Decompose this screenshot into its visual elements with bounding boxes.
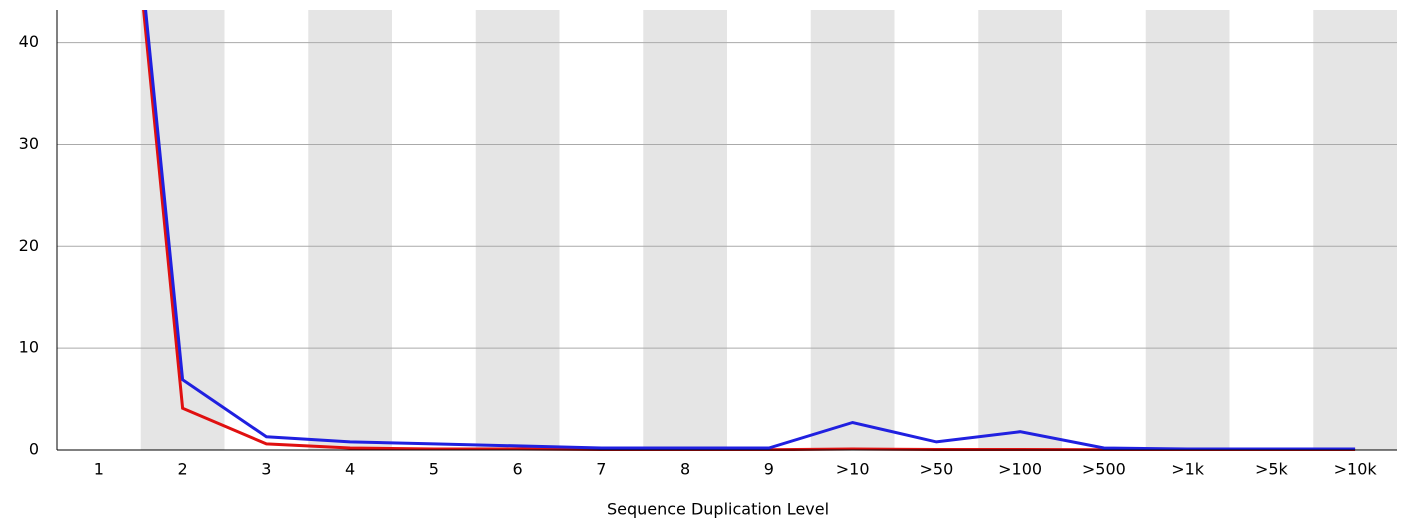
x-tick-label: 5 <box>429 460 439 479</box>
x-tick-label: >50 <box>919 460 953 479</box>
x-tick-label: 8 <box>680 460 690 479</box>
x-tick-label: >10 <box>836 460 870 479</box>
band <box>475 10 560 450</box>
x-tick-label: >5k <box>1255 460 1289 479</box>
y-tick-label: 40 <box>19 32 39 51</box>
series-line <box>144 10 1356 451</box>
x-tick-label: 7 <box>596 460 606 479</box>
x-tick-label: 9 <box>764 460 774 479</box>
x-tick-label: >500 <box>1082 460 1126 479</box>
x-tick-label: 2 <box>178 460 188 479</box>
x-tick-label: >10k <box>1334 460 1378 479</box>
band <box>810 10 895 450</box>
band <box>1313 10 1397 450</box>
x-tick-label: 1 <box>94 460 104 479</box>
band <box>1145 10 1230 450</box>
band <box>643 10 727 450</box>
x-tick-label: 4 <box>345 460 355 479</box>
y-tick-label: 10 <box>19 338 39 357</box>
band <box>978 10 1062 450</box>
band <box>308 10 392 450</box>
y-tick-label: 0 <box>29 440 39 459</box>
x-tick-label: 6 <box>513 460 523 479</box>
x-tick-label: 3 <box>261 460 271 479</box>
y-tick-label: 20 <box>19 236 39 255</box>
x-axis-label: Sequence Duplication Level <box>607 500 829 519</box>
x-tick-label: >1k <box>1171 460 1205 479</box>
y-tick-label: 30 <box>19 134 39 153</box>
x-tick-label: >100 <box>998 460 1042 479</box>
